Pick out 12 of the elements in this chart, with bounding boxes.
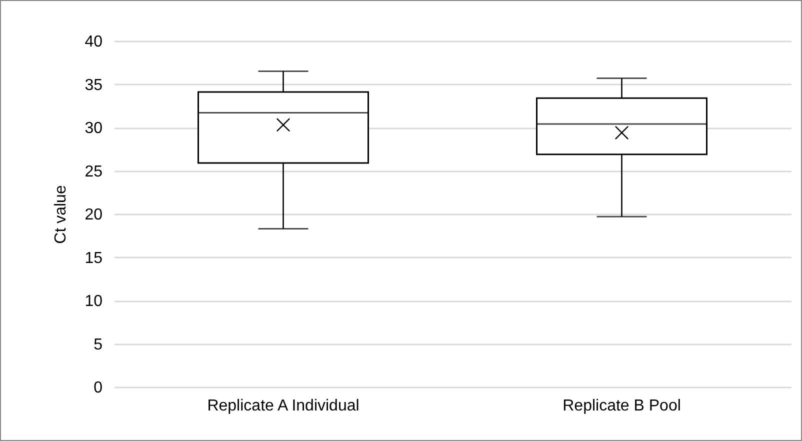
- y-tick-label: 5: [94, 336, 103, 354]
- y-tick-label: 30: [84, 120, 103, 137]
- y-tick-label: 25: [84, 163, 103, 180]
- x-tick-label: Replicate B Pool: [562, 398, 681, 414]
- y-tick-label: 0: [94, 380, 103, 396]
- y-tick-label: 10: [84, 293, 103, 310]
- y-axis-title: Ct value: [52, 185, 70, 244]
- y-tick-label: 40: [84, 34, 103, 50]
- x-tick-label: Replicate A Individual: [207, 398, 360, 414]
- y-tick-label: 20: [84, 206, 103, 224]
- y-tick-label: 15: [84, 250, 103, 267]
- y-tick-label: 35: [84, 76, 103, 94]
